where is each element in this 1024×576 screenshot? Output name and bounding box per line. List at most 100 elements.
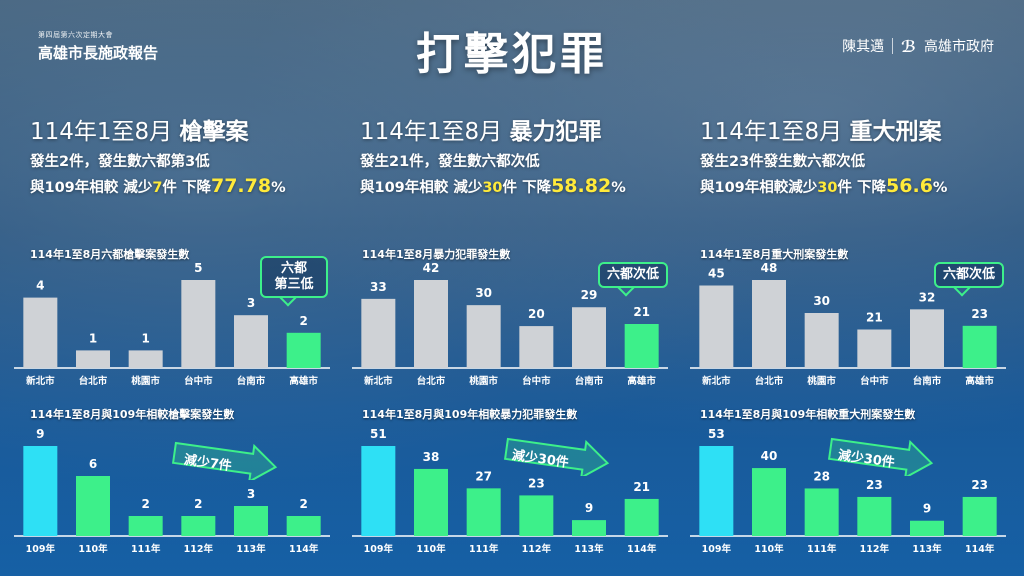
value-label: 21 (633, 480, 650, 494)
category-label: 高雄市 (289, 375, 318, 387)
value-label: 1 (89, 331, 97, 345)
bar-新北市 (361, 298, 396, 368)
value-label: 3 (247, 296, 255, 310)
bar-113年 (910, 520, 944, 536)
value-label: 45 (708, 267, 725, 281)
summary-line-2: 與109年相較 減少30件 下降58.82% (360, 175, 626, 197)
rank-callout: 六都次低 (598, 262, 668, 288)
category-label: 109年 (26, 543, 56, 555)
category-label: 113年 (236, 543, 266, 555)
violent-yearly-chart: 51 109年 38 110年 27 111年 23 112年 9 113年 21 114年 (352, 427, 668, 555)
bar-111年 (804, 488, 839, 536)
bar-高雄市 (286, 332, 321, 368)
column-heading: 114年1至8月 槍擊案 (30, 119, 249, 145)
bar-台北市 (752, 280, 786, 368)
category-label: 台中市 (184, 375, 213, 387)
report-badge: 第四屆第六次定期大會 高雄市長施政報告 (38, 30, 158, 63)
category-label: 高雄市 (965, 375, 994, 387)
value-label: 33 (370, 280, 387, 294)
page-title: 打擊犯罪 (416, 29, 608, 80)
bar-113年 (234, 506, 268, 536)
decrease-arrow-icon (171, 441, 278, 480)
chart-title: 114年1至8月暴力犯罪發生數 (362, 248, 511, 261)
category-label: 新北市 (702, 375, 731, 387)
value-label: 30 (475, 286, 492, 300)
decrease-arrow-icon (503, 437, 610, 476)
value-label: 23 (971, 307, 988, 321)
summary-line-1: 發生2件，發生數六都第3低 (30, 154, 210, 170)
category-label: 台北市 (79, 375, 108, 387)
category-label: 台南市 (237, 375, 266, 387)
category-label: 113年 (912, 543, 942, 555)
category-label: 109年 (364, 543, 394, 555)
category-label: 111年 (807, 543, 837, 555)
bar-110年 (752, 468, 786, 536)
category-label: 桃園市 (807, 375, 836, 387)
summary-line-1: 發生21件，發生數六都次低 (360, 154, 540, 170)
column-major: 114年1至8月 重大刑案 發生23件發生數六都次低 與109年相較減少30件 … (700, 112, 1020, 197)
bar-台中市 (181, 280, 216, 368)
chart-title: 114年1至8月與109年相較暴力犯罪發生數 (362, 408, 578, 421)
value-label: 21 (633, 305, 650, 319)
category-label: 114年 (627, 543, 657, 555)
gun-yearly-chart: 9 109年 6 110年 2 111年 2 112年 3 113年 2 114年 (14, 427, 330, 555)
bar-111年 (128, 516, 163, 536)
bar-新北市 (699, 285, 734, 368)
bar-111年 (466, 488, 501, 536)
bar-新北市 (23, 297, 58, 368)
divider (892, 38, 894, 54)
category-label: 109年 (702, 543, 732, 555)
session-label: 第四屆第六次定期大會 (38, 31, 113, 39)
mayor-name: 陳其邁 (842, 39, 885, 55)
value-label: 28 (813, 469, 830, 483)
column-violent: 114年1至8月 暴力犯罪 發生21件，發生數六都次低 與109年相較 減少30… (360, 112, 680, 197)
value-label: 4 (36, 279, 44, 293)
value-label: 32 (919, 290, 936, 304)
chart-title: 114年1至8月與109年相較槍擊案發生數 (30, 408, 235, 421)
value-label: 23 (528, 476, 545, 490)
bar-114年 (624, 498, 659, 536)
bar-台南市 (234, 315, 268, 368)
value-label: 23 (866, 478, 883, 492)
bar-113年 (572, 520, 606, 536)
category-label: 台北市 (417, 375, 446, 387)
value-label: 21 (866, 311, 883, 325)
bar-109年 (699, 446, 734, 536)
value-label: 20 (528, 307, 545, 321)
value-label: 53 (708, 427, 725, 441)
bar-桃園市 (466, 305, 501, 368)
value-label: 48 (761, 261, 778, 275)
rank-callout: 六都次低 (934, 262, 1004, 288)
category-label: 113年 (574, 543, 604, 555)
bar-桃園市 (128, 350, 163, 368)
value-label: 3 (247, 487, 255, 501)
category-label: 高雄市 (627, 375, 656, 387)
category-label: 110年 (78, 543, 108, 555)
bar-114年 (286, 516, 321, 536)
category-label: 台南市 (575, 375, 604, 387)
gun-six-cities-chart: 4 新北市 1 台北市 1 桃園市 5 台中市 3 台南市 2 高雄市 (14, 261, 330, 387)
value-label: 23 (971, 478, 988, 492)
bar-109年 (361, 446, 396, 536)
bar-台北市 (76, 350, 110, 368)
value-label: 51 (370, 427, 387, 441)
category-label: 台南市 (913, 375, 942, 387)
category-label: 110年 (754, 543, 784, 555)
header-right: 陳其邁 ℬ 高雄市政府 (842, 36, 994, 56)
summary-line-2: 與109年相較減少30件 下降56.6% (700, 175, 948, 197)
column-gun: 114年1至8月 槍擊案 發生2件，發生數六都第3低 與109年相較 減少7件 … (30, 112, 350, 197)
bar-110年 (414, 468, 448, 536)
bar-台中市 (857, 329, 892, 368)
category-label: 112年 (522, 543, 552, 555)
major-six-cities-chart: 45 新北市 48 台北市 30 桃園市 21 台中市 32 台南市 23 高雄市 (690, 261, 1006, 387)
category-label: 台北市 (755, 375, 784, 387)
rank-callout: 六都 第三低 (260, 256, 328, 298)
summary-line-2: 與109年相較 減少7件 下降77.78% (30, 175, 286, 197)
bar-112年 (519, 495, 554, 536)
bar-高雄市 (624, 324, 659, 368)
column-heading: 114年1至8月 重大刑案 (700, 119, 942, 145)
category-label: 111年 (131, 543, 161, 555)
city-logo-icon: ℬ (901, 36, 916, 56)
category-label: 112年 (860, 543, 890, 555)
value-label: 2 (299, 497, 307, 511)
